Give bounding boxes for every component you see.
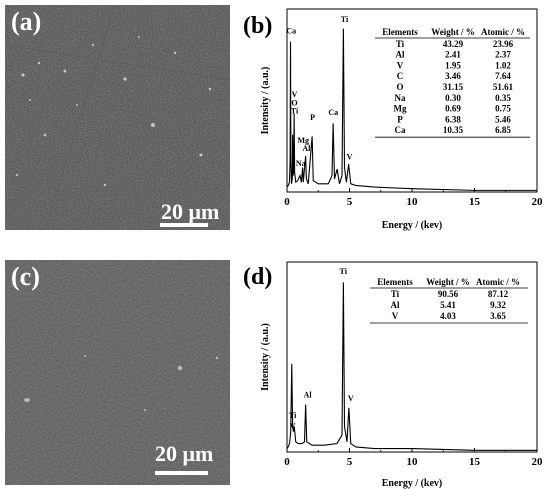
table-header: Atomic / %	[481, 27, 525, 37]
table-cell: 6.85	[495, 125, 511, 135]
table-cell: 7.64	[495, 71, 511, 81]
table-cell: 2.41	[445, 50, 461, 60]
table-cell: Ti	[396, 39, 405, 49]
table-cell: Ti	[391, 289, 400, 299]
x-tick-label: 5	[347, 456, 353, 468]
peak-label: Mg	[297, 136, 309, 145]
spectrum-line	[286, 28, 537, 191]
table-cell: V	[392, 311, 399, 321]
peak-label: Ca	[328, 108, 338, 117]
table-cell: 3.65	[490, 311, 506, 321]
panel-label: (d)	[243, 264, 272, 290]
spectrum-line	[286, 282, 537, 451]
x-tick-label: 20	[532, 456, 544, 468]
peak-label: Ca	[286, 27, 296, 36]
sem-image-a: (a) 20 μm	[5, 5, 230, 230]
table-cell: 0.30	[445, 93, 461, 103]
table-cell: P	[397, 114, 403, 124]
x-tick-label: 15	[469, 196, 481, 208]
table-cell: 10.35	[443, 125, 464, 135]
peak-label: Al	[304, 391, 313, 400]
table-cell: 0.35	[495, 93, 511, 103]
x-axis-title: Energy / (kev)	[382, 478, 443, 489]
scale-bar-label-c: 20 μm	[155, 441, 214, 466]
table-header: Weight / %	[431, 27, 475, 37]
peak-label: V	[290, 421, 296, 430]
peak-label: V	[347, 152, 353, 161]
table-cell: 9.32	[490, 300, 506, 310]
peak-label: Na	[296, 159, 306, 168]
table-cell: 1.95	[445, 60, 461, 70]
table-header: Atomic / %	[476, 277, 520, 287]
peak-label: Al	[302, 144, 311, 153]
table-cell: Al	[396, 50, 405, 60]
table-cell: 23.96	[493, 39, 514, 49]
peak-label: V	[348, 394, 354, 403]
table-cell: 4.03	[440, 311, 456, 321]
table-cell: 5.41	[440, 300, 456, 310]
table-cell: 0.75	[495, 104, 511, 114]
sem-texture-c	[5, 260, 230, 485]
x-tick-label: 0	[284, 196, 290, 208]
x-tick-label: 0	[284, 456, 290, 468]
scale-bar-a	[160, 223, 208, 227]
table-cell: 43.29	[443, 39, 464, 49]
table-cell: 3.46	[445, 71, 461, 81]
peak-label: O	[291, 98, 297, 107]
table-cell: Mg	[394, 104, 407, 114]
x-tick-label: 15	[469, 456, 481, 468]
table-cell: 51.61	[493, 82, 514, 92]
table-cell: Al	[391, 300, 400, 310]
peak-label: V	[292, 90, 298, 99]
table-cell: 2.37	[495, 50, 511, 60]
table-cell: 1.02	[495, 60, 511, 70]
table-cell: 0.69	[445, 104, 461, 114]
peak-label: Ti	[291, 107, 299, 116]
table-cell: Ca	[395, 125, 406, 135]
peak-label: Ti	[341, 15, 349, 24]
x-tick-label: 10	[407, 456, 419, 468]
table-cell: 5.46	[495, 114, 511, 124]
panel-label-a: (a)	[11, 7, 42, 36]
table-header: Elements	[377, 277, 413, 287]
peak-label: Ti	[340, 267, 348, 276]
table-header: Weight / %	[426, 277, 470, 287]
composition-table: Elements Weight / % Atomic / % Ti 43.29 23.96…	[375, 27, 530, 138]
table-cell: V	[397, 60, 404, 70]
table-header: Elements	[382, 27, 418, 37]
sem-texture-a	[5, 5, 230, 230]
y-axis-title: Intensity / (a.u.)	[260, 323, 271, 391]
table-cell: 87.12	[488, 289, 509, 299]
table-cell: 31.15	[443, 82, 464, 92]
table-cell: 90.56	[438, 289, 459, 299]
composition-table: Elements Weight / % Atomic / % Ti 90.56 87.12…	[370, 277, 528, 324]
panel-label: (b)	[243, 13, 272, 39]
table-cell: O	[396, 82, 403, 92]
table-cell: Na	[395, 93, 406, 103]
peak-label: P	[310, 113, 315, 122]
x-tick-label: 10	[407, 196, 419, 208]
scale-bar-c	[155, 471, 208, 475]
panel-label-c: (c)	[11, 262, 40, 291]
y-axis-title: Intensity / (a.u.)	[260, 67, 271, 135]
table-cell: C	[397, 71, 404, 81]
x-tick-label: 5	[347, 196, 353, 208]
scale-bar-label-a: 20 μm	[161, 199, 220, 224]
sem-image-c: (c) 20 μm	[5, 260, 230, 485]
table-cell: 6.38	[445, 114, 461, 124]
x-axis-title: Energy / (kev)	[382, 220, 443, 231]
peak-label: Ti	[289, 411, 297, 420]
x-tick-label: 20	[532, 196, 544, 208]
